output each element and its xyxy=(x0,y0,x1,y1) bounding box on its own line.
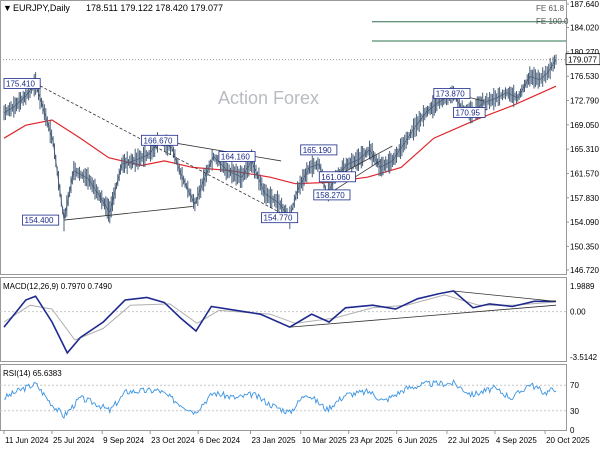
macd-trendline xyxy=(289,304,557,328)
symbol-label: EURJPY,Daily xyxy=(13,3,70,13)
trendline xyxy=(158,139,282,162)
ma-series-line xyxy=(3,85,557,185)
x-axis-label: 23 Apr 2025 xyxy=(350,436,394,445)
macd-series-line xyxy=(3,290,556,355)
macd-panel-frame xyxy=(0,277,567,362)
x-axis-label: 6 Dec 2024 xyxy=(199,436,240,445)
watermark: Action Forex xyxy=(218,88,319,108)
x-axis-label: 20 Oct 2025 xyxy=(546,436,590,445)
price-annotation-label: 173.870 xyxy=(436,90,465,99)
annotation-box xyxy=(261,212,299,224)
price-series-line xyxy=(3,59,557,221)
rsi-axis-label: 0 xyxy=(570,426,575,435)
x-axis-label: 9 Sep 2024 xyxy=(103,436,144,445)
last-price-label: 179.077 xyxy=(568,56,597,65)
x-axis-label: 23 Oct 2024 xyxy=(151,436,195,445)
price-axis-label: 187.640 xyxy=(570,0,599,9)
x-axis-label: 4 Sep 2025 xyxy=(496,436,537,445)
last-price-box xyxy=(565,53,600,66)
price-annotation-label: 154.770 xyxy=(264,214,293,223)
trendline xyxy=(63,206,193,221)
price-annotation-label: 175.410 xyxy=(6,80,35,89)
macd-trendline xyxy=(453,290,557,302)
annotation-box xyxy=(300,144,338,156)
macd-axis-label: -3.5142 xyxy=(570,353,598,362)
price-annotation-label: 158.270 xyxy=(316,191,345,200)
price-axis-label: 172.790 xyxy=(570,97,599,106)
macd-label: MACD(12,26,9) 0.7970 0.7490 xyxy=(3,282,113,291)
annotation-box xyxy=(453,107,486,118)
rsi-label: RSI(14) 65.6383 xyxy=(3,369,62,378)
trendline xyxy=(35,83,291,219)
x-axis-label: 22 Jul 2025 xyxy=(448,436,490,445)
price-axis-label: 184.020 xyxy=(570,24,599,33)
x-axis-label: 11 Jun 2024 xyxy=(5,436,49,445)
annotation-box xyxy=(318,171,356,183)
rsi-axis-label: 70 xyxy=(570,381,579,390)
price-axis-label: 165.310 xyxy=(570,145,599,154)
annotation-box xyxy=(218,151,256,163)
price-panel-frame xyxy=(0,0,567,275)
annotation-box xyxy=(3,78,41,89)
rsi-panel-frame xyxy=(0,364,567,431)
macd-axis-label: 1.9889 xyxy=(570,282,595,291)
price-axis-label: 180.270 xyxy=(570,48,599,57)
price-axis-label: 150.350 xyxy=(570,242,599,251)
rsi-series-line xyxy=(4,379,557,419)
price-annotation-label: 154.400 xyxy=(25,216,54,225)
price-axis-label: 169.050 xyxy=(570,121,599,130)
x-axis-label: 6 Jun 2025 xyxy=(398,436,438,445)
symbol-arrow-icon[interactable]: ▼ xyxy=(3,3,12,13)
annotation-box xyxy=(433,88,471,99)
price-axis-label: 146.720 xyxy=(570,266,599,275)
rsi-axis-label: 30 xyxy=(570,407,579,416)
x-axis-label: 10 Mar 2025 xyxy=(302,436,347,445)
price-axis-label: 161.570 xyxy=(570,169,599,178)
annotation-box xyxy=(22,214,60,226)
price-axis-label: 176.530 xyxy=(570,72,599,81)
fib-label: FE 61.8 xyxy=(536,4,565,13)
annotation-box xyxy=(313,189,351,201)
annotation-box xyxy=(141,134,179,146)
fib-label: FE 100.0 xyxy=(536,17,569,26)
x-axis-label: 25 Jul 2024 xyxy=(53,436,95,445)
x-axis-label: 23 Jan 2025 xyxy=(252,436,297,445)
price-annotation-label: 165.190 xyxy=(303,146,332,155)
macd-axis-label: 0.00 xyxy=(570,308,586,317)
price-annotation-label: 166.670 xyxy=(144,136,173,145)
price-annotation-label: 170.95 xyxy=(456,109,481,118)
price-axis-label: 154.090 xyxy=(570,218,599,227)
price-axis-label: 157.830 xyxy=(570,194,599,203)
ohlc-label: 178.511 179.122 178.420 179.077 xyxy=(86,3,223,13)
price-annotation-label: 164.160 xyxy=(221,153,250,162)
price-annotation-label: 161.060 xyxy=(321,173,350,182)
